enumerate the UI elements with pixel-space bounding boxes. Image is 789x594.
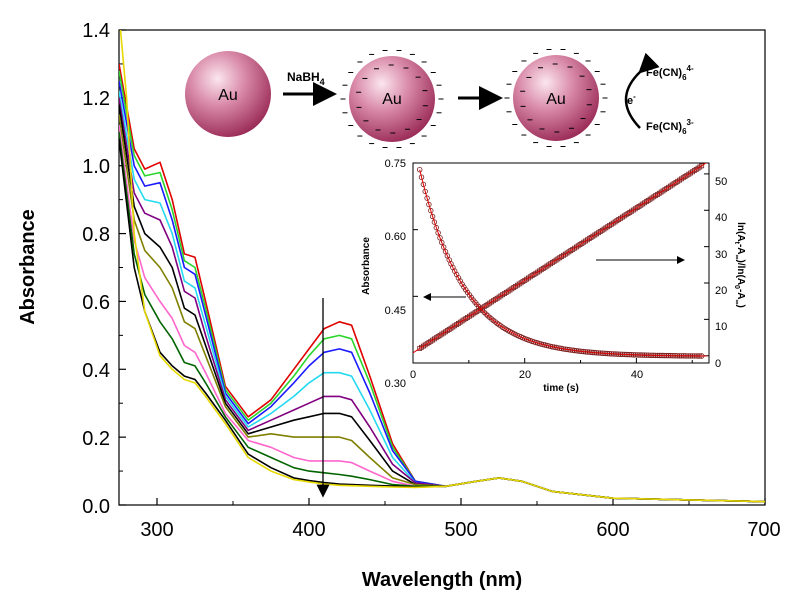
negative-charges-2 (340, 49, 444, 149)
y-axis-title: Absorbance (17, 209, 39, 325)
y-tick-label-1.4: 1.4 (82, 20, 110, 42)
au-particle-2 (349, 56, 435, 142)
x-axis-title: Wavelength (nm) (362, 569, 522, 591)
absorbance-point (422, 188, 428, 195)
reaction-scheme: Au NaBH4 Au Au e- Fe(CN)64- Fe(CN)63- (185, 48, 694, 149)
spectrum-series-11 (119, 30, 765, 503)
au-particle-3 (513, 55, 599, 141)
absorbance-point (485, 313, 491, 319)
x-tick-label-400: 400 (292, 519, 325, 541)
inset-y2-tick-50: 50 (715, 176, 727, 188)
y-tick-label-0.8: 0.8 (82, 224, 110, 246)
x-tick-label-600: 600 (596, 519, 629, 541)
absorbance-point (437, 235, 443, 241)
absorbance-point (441, 244, 447, 250)
inset-x-tick-40: 40 (631, 369, 643, 381)
inset-y2-axis-title: ln(At-A∞)/ln(A0-A∞) (733, 222, 746, 308)
absorbance-point (424, 195, 430, 201)
y-tick-label-0.4: 0.4 (82, 360, 110, 382)
inset-y-tick-0.60: 0.60 (385, 231, 406, 243)
decay-fit-line (419, 169, 708, 357)
absorbance-point (431, 219, 438, 225)
y-tick-label-0.2: 0.2 (82, 428, 110, 450)
x-tick-label-500: 500 (444, 519, 477, 541)
inset-y2-tick-40: 40 (715, 212, 727, 224)
y-tick-label-0.0: 0.0 (82, 496, 110, 518)
inset-x-tick-20: 20 (519, 369, 531, 381)
inset-y-tick-0.45: 0.45 (385, 305, 406, 317)
absorbance-point (439, 239, 445, 246)
inset-y2-tick-0: 0 (715, 358, 721, 370)
inset-x-tick-0: 0 (410, 369, 416, 381)
inset-data (413, 163, 708, 359)
ferricyanide-label: Fe(CN)63- (646, 118, 694, 136)
x-tick-label-700: 700 (747, 519, 780, 541)
inset-x-axis-title: time (s) (543, 383, 579, 394)
absorbance-point (417, 166, 423, 173)
main-spectra (119, 30, 765, 503)
absorbance-point (420, 181, 427, 188)
inset-y2-tick-20: 20 (715, 285, 727, 297)
au-label-1: Au (218, 87, 238, 104)
ln-ratio-point (699, 163, 705, 169)
y-tick-label-1.0: 1.0 (82, 156, 110, 178)
absorbance-point (429, 213, 436, 220)
inset-y-axis-title: Absorbance (361, 237, 372, 295)
inset-y2-tick-10: 10 (715, 321, 727, 333)
electron-transfer-arrow (624, 52, 660, 129)
au-label-3: Au (546, 91, 566, 108)
y-tick-label-1.2: 1.2 (82, 88, 110, 110)
x-tick-label-300: 300 (140, 519, 173, 541)
inset-plot: 0.75 0.60 0.45 0.30 0 20 40 0 10 20 30 4… (361, 158, 746, 394)
absorbance-point (426, 201, 432, 208)
absorbance-point (483, 311, 489, 317)
absorbance-point (433, 224, 439, 231)
absorbance-point (435, 230, 441, 236)
inset-y2-tick-30: 30 (715, 249, 727, 261)
electron-label: e- (627, 92, 636, 107)
ferrocyanide-label: Fe(CN)64- (646, 64, 694, 82)
linear-fit-line (413, 163, 707, 354)
absorbance-point (428, 207, 434, 214)
negative-charges-3 (504, 48, 608, 148)
absorbance-point (463, 287, 469, 293)
inset-y-tick-0.30: 0.30 (385, 378, 406, 390)
absorbance-point (459, 281, 465, 287)
au-label-2: Au (382, 91, 402, 108)
inset-y-tick-0.75: 0.75 (385, 158, 406, 170)
nabh4-label: NaBH4 (287, 70, 325, 87)
au-particle-1 (185, 51, 271, 137)
y-tick-label-0.6: 0.6 (82, 292, 110, 314)
